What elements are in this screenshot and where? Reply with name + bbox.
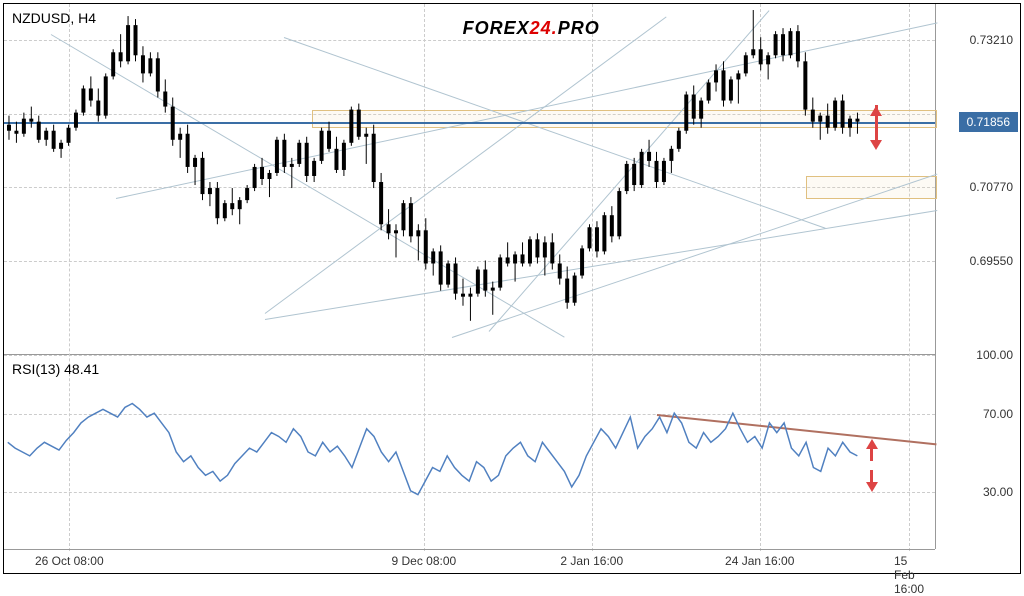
time-label: 9 Dec 08:00: [391, 554, 456, 568]
rsi-forecast-arrow-up: [866, 439, 878, 449]
time-label: 15 Feb 16:00: [894, 554, 924, 596]
chart-container: NZDUSD, H4 FOREX24.PRO 0.732100.707700.6…: [3, 3, 1021, 574]
price-chart[interactable]: NZDUSD, H4 FOREX24.PRO 0.732100.707700.6…: [4, 4, 935, 355]
current-price-label: 0.71856: [959, 112, 1018, 132]
candlestick-svg: [4, 4, 935, 354]
logo: FOREX24.PRO: [463, 18, 600, 39]
rsi-svg: [4, 355, 935, 549]
forecast-arrow-down: [870, 140, 882, 150]
price-y-axis: [935, 4, 1020, 355]
rsi-forecast-arrow-down: [866, 482, 878, 492]
time-label: 2 Jan 16:00: [560, 554, 623, 568]
time-label: 26 Oct 08:00: [35, 554, 104, 568]
chart-title: NZDUSD, H4: [12, 10, 96, 26]
rsi-title: RSI(13) 48.41: [12, 361, 99, 377]
rsi-chart[interactable]: RSI(13) 48.41 100.0070.0030.00: [4, 355, 935, 549]
time-label: 24 Jan 16:00: [725, 554, 794, 568]
rsi-y-axis: [935, 355, 1020, 549]
time-x-axis: 26 Oct 08:00 9 Dec 08:00 2 Jan 16:00 24 Jan…: [4, 549, 935, 573]
